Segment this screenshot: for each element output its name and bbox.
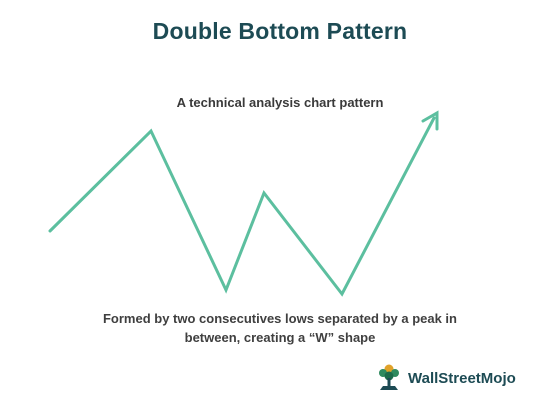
diagram-caption: Formed by two consecutives lows separate…	[90, 309, 470, 347]
caption-line-2: between, creating a “W” shape	[184, 330, 376, 345]
caption-line-1: Formed by two consecutives lows separate…	[102, 311, 457, 326]
arrowhead-icon	[421, 110, 439, 131]
w-pattern-line	[48, 116, 436, 297]
brand-logo: WallStreetMojo	[376, 362, 516, 394]
wallstreetmojo-logo-icon	[379, 364, 399, 390]
diagram-subtitle: A technical analysis chart pattern	[176, 95, 384, 110]
logo-text: WallStreetMojo	[408, 369, 516, 387]
diagram-title: Double Bottom Pattern	[152, 18, 408, 44]
